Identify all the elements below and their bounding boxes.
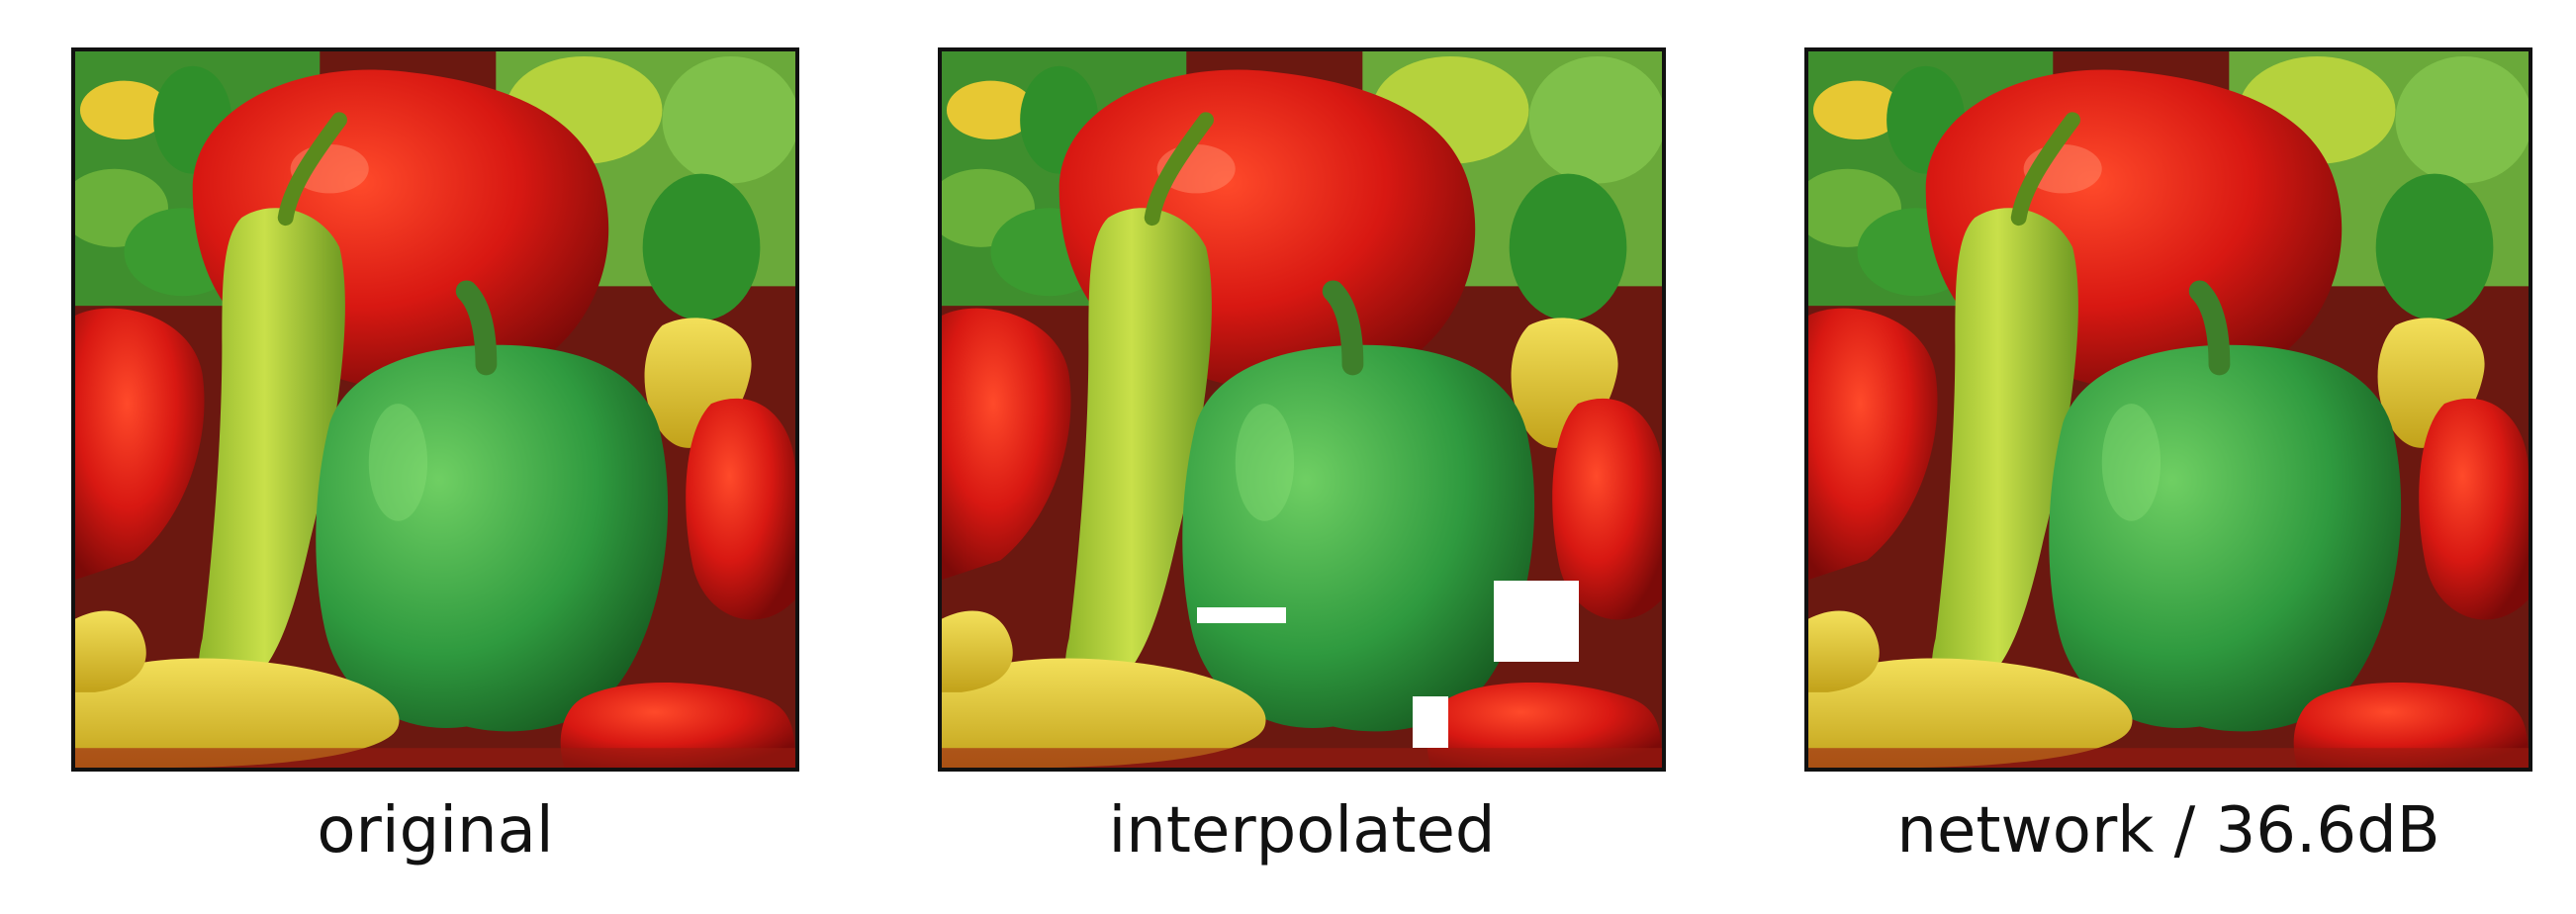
missing-region-square xyxy=(1494,581,1579,662)
caption-network: network / 36.6dB xyxy=(1896,794,2440,868)
peppers-image xyxy=(1808,51,2529,768)
network-image xyxy=(1804,47,2532,772)
caption-interpolated: interpolated xyxy=(1108,794,1496,868)
panel-interpolated: interpolated xyxy=(938,0,1666,914)
interpolated-image xyxy=(938,47,1666,772)
missing-region-small xyxy=(1413,696,1448,748)
original-image xyxy=(71,47,799,772)
missing-region-bar xyxy=(1197,607,1286,623)
peppers-image xyxy=(75,51,795,768)
caption-original: original xyxy=(317,794,554,868)
panel-original: original xyxy=(71,0,799,914)
panel-network: network / 36.6dB xyxy=(1804,0,2532,914)
